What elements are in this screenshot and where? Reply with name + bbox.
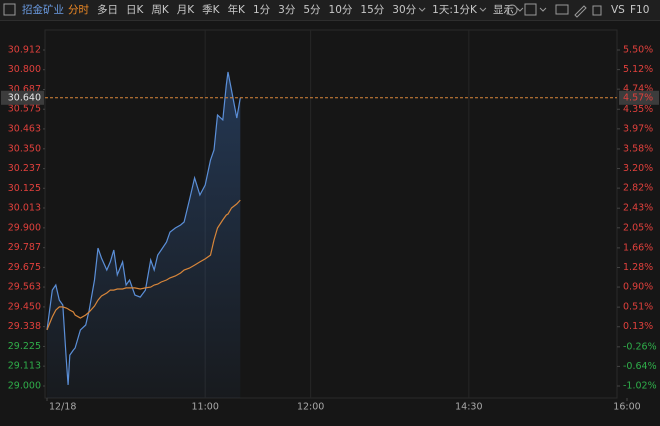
tab[interactable]: 分时	[68, 4, 89, 16]
y2-tick-label: 5.12%	[623, 64, 653, 75]
last-price-box	[1, 90, 44, 105]
y-tick-label: 30.125	[8, 183, 41, 194]
last-change-box	[619, 90, 659, 105]
y2-tick-label: 2.82%	[623, 183, 653, 194]
tab[interactable]: 日K	[126, 4, 144, 16]
average-line	[46, 199, 241, 331]
y2-tick-label: 1.28%	[623, 262, 653, 273]
camera-icon[interactable]	[555, 4, 569, 15]
tab[interactable]: 年K	[228, 3, 246, 16]
price-line	[46, 71, 241, 385]
tab[interactable]: 5分	[303, 4, 321, 16]
vs-button[interactable]: VS	[611, 4, 625, 16]
tab[interactable]: 1分	[253, 4, 271, 16]
y-tick-label: 29.113	[8, 361, 41, 372]
y-tick-label: 30.912	[8, 45, 41, 56]
y2-tick-label: 4.35%	[623, 104, 653, 115]
x-tick-label: 12/18	[49, 402, 76, 413]
x-tick-label: 16:00	[613, 402, 640, 413]
y2-tick-label: 3.20%	[623, 163, 653, 174]
y-tick-label: 29.675	[8, 262, 41, 273]
y-tick-label: 29.450	[8, 301, 41, 312]
y2-tick-label: 0.13%	[623, 321, 653, 332]
dropdown-arrow	[516, 7, 524, 12]
symbol-icon[interactable]	[3, 3, 16, 16]
tab[interactable]: 15分	[360, 4, 384, 16]
pencil-icon[interactable]	[574, 5, 587, 18]
y2-tick-label: 4.74%	[623, 84, 653, 95]
y-tick-label: 30.350	[8, 143, 41, 154]
y-tick-label: 29.787	[8, 242, 41, 253]
dropdown-arrow	[479, 7, 487, 12]
y-tick-label: 29.000	[8, 381, 41, 392]
tab[interactable]: 多日	[97, 3, 118, 16]
y-tick-label: 29.563	[8, 282, 41, 293]
last-price-label: 30.640	[8, 92, 41, 103]
y2-tick-label: 0.90%	[623, 282, 653, 293]
tab[interactable]: 季K	[202, 4, 220, 16]
y-tick-label: 29.900	[8, 222, 41, 233]
y-tick-label: 30.237	[8, 163, 41, 174]
settings-icon[interactable]	[506, 4, 518, 16]
y2-tick-label: 5.50%	[623, 45, 653, 56]
y2-tick-label: -1.02%	[623, 381, 657, 392]
y2-tick-label: -0.64%	[623, 361, 657, 372]
toolbar-icons	[506, 3, 602, 18]
tab[interactable]: 3分	[278, 4, 296, 16]
tab[interactable]: 周K	[151, 4, 169, 16]
toolbar	[0, 0, 660, 20]
dropdown-arrow[interactable]	[539, 7, 547, 12]
checkbox-icon[interactable]	[524, 3, 537, 16]
f10-button[interactable]: F10	[630, 4, 649, 16]
y-tick-label: 30.575	[8, 104, 41, 115]
y2-tick-label: 3.58%	[623, 143, 653, 154]
y2-tick-label: 2.43%	[623, 203, 653, 214]
y-tick-label: 29.225	[8, 341, 41, 352]
x-tick-label: 12:00	[297, 402, 324, 413]
price-area	[47, 72, 241, 398]
y-tick-label: 30.013	[8, 202, 41, 213]
note-icon[interactable]	[592, 5, 602, 16]
tab[interactable]: 显示	[493, 4, 514, 16]
y2-tick-label: 0.51%	[623, 302, 653, 313]
y2-tick-label: -0.26%	[623, 341, 657, 352]
last-change-label: 4.57%	[623, 92, 653, 103]
y-tick-label: 30.463	[8, 123, 41, 134]
symbol[interactable]: 招金矿业	[22, 3, 64, 16]
y2-tick-label: 2.05%	[623, 222, 653, 233]
y2-tick-label: 3.97%	[623, 123, 653, 134]
x-tick-label: 14:30	[455, 402, 482, 413]
y2-tick-label: 1.66%	[623, 242, 653, 253]
dropdown-arrow	[418, 7, 426, 12]
tab[interactable]: 月K	[177, 4, 195, 16]
tab[interactable]: 10分	[329, 4, 353, 16]
tab[interactable]: 30分	[392, 4, 416, 16]
x-tick-label: 11:00	[191, 402, 218, 413]
y-tick-label: 30.687	[8, 84, 41, 95]
y-tick-label: 29.338	[8, 321, 41, 332]
tab[interactable]: 1天:1分K	[432, 4, 478, 16]
y-tick-label: 30.800	[8, 64, 41, 75]
